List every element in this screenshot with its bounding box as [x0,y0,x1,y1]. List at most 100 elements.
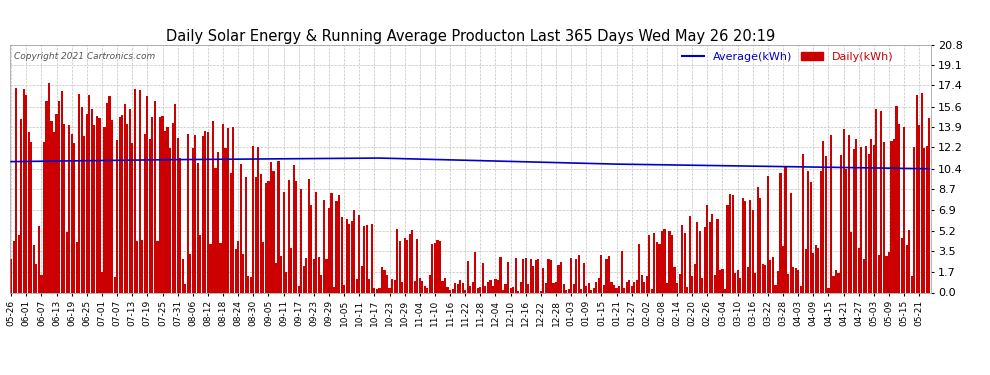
Bar [169,148,171,292]
Bar [262,242,264,292]
Bar [142,240,144,292]
Bar [248,276,249,292]
Bar [121,116,123,292]
Bar [618,286,620,292]
Bar [18,235,20,292]
Bar [109,96,111,292]
Bar [454,283,456,292]
Bar [857,248,859,292]
Bar [353,210,355,292]
Bar [867,154,870,292]
Bar [575,259,577,292]
Bar [719,270,721,292]
Bar [103,127,106,292]
Bar [528,284,530,292]
Bar [759,198,761,292]
Bar [661,231,663,292]
Bar [184,284,186,292]
Bar [466,261,469,292]
Bar [280,256,282,292]
Bar [487,282,489,292]
Bar [323,200,325,292]
Bar [782,246,784,292]
Bar [429,275,431,292]
Bar [267,181,269,292]
Bar [924,148,926,292]
Bar [650,289,653,292]
Bar [259,174,262,292]
Bar [606,259,608,292]
Bar [86,114,88,292]
Bar [270,162,272,292]
Bar [593,288,595,292]
Bar [282,192,285,292]
Bar [456,284,458,292]
Bar [655,242,658,292]
Bar [890,141,893,292]
Bar [540,291,542,292]
Bar [628,280,631,292]
Bar [585,286,587,292]
Bar [538,259,540,292]
Bar [732,195,734,292]
Bar [898,123,900,292]
Bar [63,124,65,292]
Bar [547,259,549,292]
Bar [744,201,746,292]
Bar [714,275,716,292]
Bar [321,275,323,292]
Bar [124,104,126,292]
Bar [238,241,240,292]
Bar [774,285,776,292]
Bar [903,127,905,292]
Bar [929,118,931,292]
Bar [641,274,643,292]
Bar [174,104,176,292]
Bar [828,288,830,292]
Bar [600,255,603,292]
Bar [572,284,575,292]
Bar [608,256,610,292]
Bar [126,124,129,292]
Bar [671,235,673,292]
Bar [257,147,259,292]
Bar [81,107,83,292]
Bar [474,252,476,292]
Bar [823,141,825,292]
Bar [565,290,567,292]
Bar [328,208,330,292]
Bar [590,290,592,292]
Bar [800,285,802,292]
Bar [505,284,507,292]
Bar [277,161,279,292]
Bar [683,234,686,292]
Bar [686,286,688,292]
Bar [406,240,408,292]
Text: Copyright 2021 Cartronics.com: Copyright 2021 Cartronics.com [14,53,154,62]
Bar [55,114,57,292]
Bar [28,132,30,292]
Bar [230,174,232,292]
Bar [543,268,545,292]
Bar [855,139,857,292]
Bar [722,269,724,292]
Bar [43,142,45,292]
Bar [338,195,341,292]
Bar [424,286,426,292]
Bar [653,233,655,292]
Bar [555,282,557,292]
Bar [717,219,719,292]
Bar [88,95,90,292]
Bar [525,258,527,292]
Bar [363,226,365,292]
Bar [477,288,479,292]
Bar [217,152,219,292]
Bar [663,229,665,292]
Bar [434,243,436,292]
Bar [245,177,247,292]
Bar [179,158,181,292]
Bar [769,260,771,292]
Bar [171,123,173,292]
Bar [666,283,668,292]
Bar [522,260,525,292]
